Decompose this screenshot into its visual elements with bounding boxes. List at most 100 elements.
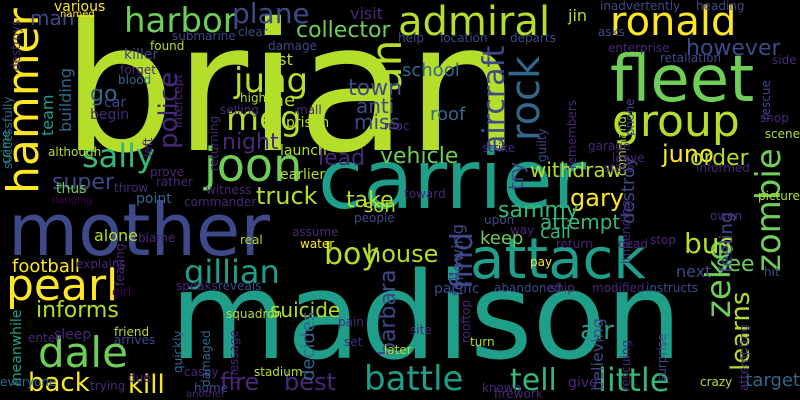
word-help: help (398, 31, 424, 45)
word-pacific: pacific (434, 281, 480, 297)
word-returning: returning (207, 115, 221, 171)
word-high: high (240, 91, 267, 105)
word-return: return (556, 237, 593, 251)
word-meg: meg (226, 99, 302, 139)
word-toward: toward (404, 187, 446, 201)
word-attack: attack (470, 227, 646, 292)
word-football: football (12, 256, 80, 277)
word-brian: brian (62, 0, 520, 192)
word-however: however (686, 36, 781, 61)
word-trying: trying (90, 379, 126, 393)
word-thus: thus (56, 181, 87, 197)
word-friend: friend (114, 325, 150, 339)
word-last: last (264, 50, 293, 69)
word-garage: garage (588, 139, 631, 153)
word-squadron: squadron (226, 307, 283, 321)
word-dead: dead (618, 237, 648, 251)
word-instructs: instructs (646, 281, 698, 295)
word-enter: enter (28, 331, 61, 345)
word-location: location (440, 31, 488, 45)
word-keep: keep (480, 228, 524, 249)
word-informed: informed (696, 161, 750, 175)
word-speaks: speaks (176, 279, 218, 293)
word-impending: impending (619, 200, 633, 264)
word-quickly: quickly (171, 330, 185, 373)
word-known: known (482, 381, 522, 395)
word-suicide: suicide (270, 298, 341, 322)
word-way: way (510, 223, 535, 237)
word-begin: begin (90, 107, 130, 123)
word-remembers: remembers (565, 100, 579, 169)
word-strike: strike (482, 141, 516, 155)
word-message: message (227, 330, 241, 384)
word-sammy: sammy (498, 198, 579, 223)
word-real: real (240, 233, 263, 247)
word-named: named (60, 9, 95, 20)
word-scene: scene (764, 127, 800, 141)
word-joon: joon (204, 138, 303, 192)
word-everyone: everyone (0, 375, 57, 389)
word-tae: tae (266, 90, 296, 111)
word-reveals: reveals (218, 279, 262, 293)
word-found: found (150, 39, 185, 53)
word-team: team (38, 94, 57, 136)
word-man: man (30, 6, 75, 30)
word-stadium: stadium (254, 365, 303, 379)
word-juno: juno (662, 140, 714, 168)
word-tell: tell (510, 363, 557, 398)
word-prove: prove (150, 165, 185, 179)
word-site: site (410, 323, 432, 337)
word-various: various (54, 0, 106, 15)
word-picture: picture (758, 189, 800, 203)
word-witness: witness (206, 183, 252, 197)
word-pain: pain (338, 315, 364, 329)
word-people: people (354, 211, 395, 225)
word-set: set (344, 335, 363, 349)
word-blame: blame (138, 231, 176, 245)
word-ship: ship (550, 281, 575, 295)
word-asks: asks (598, 25, 625, 39)
word-plane: plane (232, 0, 310, 30)
word-explains: explains (76, 257, 126, 271)
word-submarine: submarine (172, 29, 236, 43)
word-rescuing: rescuing (619, 339, 633, 391)
word-destroys: destroys (9, 19, 23, 71)
word-best: best (284, 368, 336, 396)
word-back: back (28, 368, 90, 398)
word-retaliation: retaliation (660, 51, 722, 65)
word-visit: visit (350, 4, 383, 23)
word-fire: fire (220, 368, 260, 396)
word-surprise: surprise (655, 333, 669, 382)
word-successfully: successfully (1, 96, 15, 169)
word-try: try (504, 162, 528, 190)
word-vehicle: vehicle (380, 144, 459, 169)
word-commander: commander (184, 195, 257, 209)
word-decides: decides (298, 311, 319, 381)
word-side: side (772, 53, 797, 67)
word-rooftop: rooftop (459, 299, 473, 343)
word-aircraft: aircraft (477, 45, 512, 153)
word-home: home (194, 381, 229, 395)
word-mall: mall (296, 103, 322, 117)
word-girl: girl (112, 285, 132, 299)
word-order: order (690, 146, 749, 171)
word-kill: kill (128, 370, 165, 400)
word-car: car (104, 95, 127, 111)
word-damage: damage (268, 39, 318, 53)
word-stop: stop (650, 233, 676, 247)
word-guilty: guilty (535, 128, 549, 162)
word-gillian: gillian (184, 253, 280, 291)
word-clear: clear (238, 25, 268, 39)
word-shop: shop (760, 111, 789, 125)
word-take: take (346, 188, 394, 213)
word-gary: gary (570, 184, 625, 212)
word-blood: blood (118, 73, 152, 87)
word-hit: hit (764, 265, 780, 279)
word-prison: prison (286, 115, 330, 131)
word-assume: assume (292, 225, 339, 239)
word-collector: collector (296, 18, 391, 43)
word-leave: leave (612, 151, 645, 165)
word-water: water (300, 237, 335, 251)
word-fleet: fleet (610, 43, 755, 117)
